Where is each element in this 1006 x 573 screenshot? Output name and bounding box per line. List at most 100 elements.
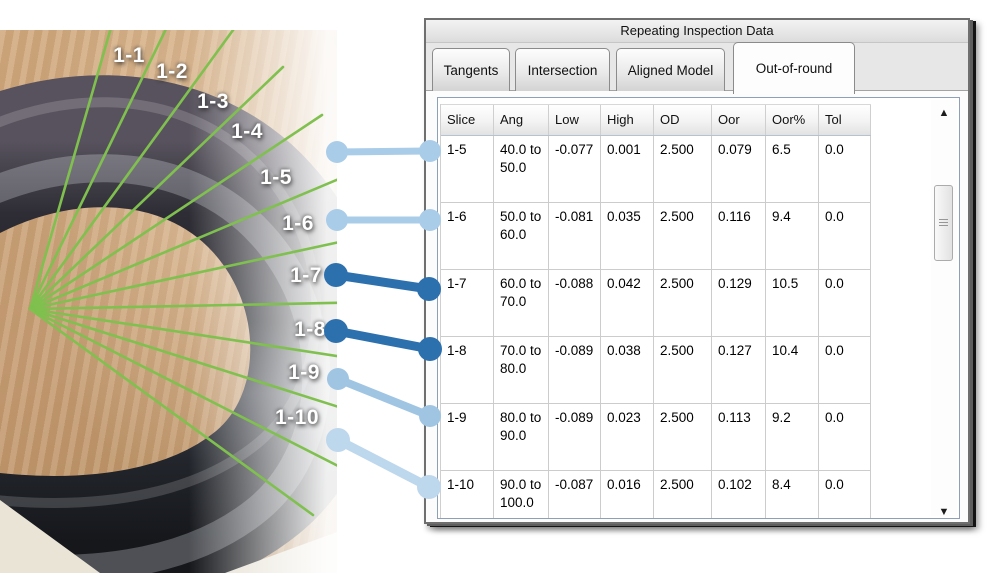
tab-tangents[interactable]: Tangents <box>432 48 510 91</box>
ang-line2: 100.0 <box>500 494 534 510</box>
cell-ang: 50.0 to 60.0 <box>494 203 549 269</box>
tab-aligned-model[interactable]: Aligned Model <box>616 48 725 91</box>
slice-label-1-1: 1-1 <box>113 44 145 67</box>
column-header-tol[interactable]: Tol <box>819 105 871 135</box>
cell-low: -0.089 <box>549 337 601 403</box>
cell-tol: 0.0 <box>819 471 871 518</box>
table-grid: Slice Ang Low High OD Oor Oor% Tol 1-5 4… <box>440 104 871 518</box>
cell-slice: 1-6 <box>441 203 494 269</box>
ang-line1: 60.0 to <box>500 276 542 291</box>
green-slice-lines <box>28 30 337 517</box>
cell-od: 2.500 <box>654 404 712 470</box>
cell-oorpct: 8.4 <box>766 471 819 518</box>
cell-slice: 1-7 <box>441 270 494 336</box>
cell-od: 2.500 <box>654 203 712 269</box>
cell-low: -0.089 <box>549 404 601 470</box>
ang-line2: 50.0 <box>500 159 527 175</box>
slice-label-1-7: 1-7 <box>290 264 322 287</box>
tube-photo: 1-1 1-2 1-3 1-4 1-5 1-6 1-7 1-8 1-9 1-10 <box>0 30 337 573</box>
cell-slice: 1-8 <box>441 337 494 403</box>
cell-oor: 0.116 <box>712 203 766 269</box>
cell-low: -0.088 <box>549 270 601 336</box>
ang-line1: 90.0 to <box>500 477 542 492</box>
panel-title: Repeating Inspection Data <box>426 20 968 43</box>
ang-line1: 70.0 to <box>500 343 542 358</box>
cell-od: 2.500 <box>654 270 712 336</box>
column-header-ang[interactable]: Ang <box>494 105 549 135</box>
cell-oor: 0.102 <box>712 471 766 518</box>
cell-slice: 1-5 <box>441 136 494 202</box>
cell-oor: 0.127 <box>712 337 766 403</box>
cell-tol: 0.0 <box>819 404 871 470</box>
slice-label-1-10: 1-10 <box>274 406 320 429</box>
column-header-low[interactable]: Low <box>549 105 601 135</box>
column-header-high[interactable]: High <box>601 105 654 135</box>
table-row-1-7[interactable]: 1-7 60.0 to 70.0 -0.088 0.042 2.500 0.129… <box>441 270 871 337</box>
connector-line <box>336 375 432 420</box>
table-row-1-8[interactable]: 1-8 70.0 to 80.0 -0.089 0.038 2.500 0.127… <box>441 337 871 404</box>
cell-ang: 80.0 to 90.0 <box>494 404 549 470</box>
slice-label-1-9: 1-9 <box>288 361 320 384</box>
repeating-inspection-data-panel: Repeating Inspection Data Tangents Inter… <box>424 18 970 524</box>
slice-fan-lines <box>28 30 337 517</box>
tab-bar: Tangents Intersection Aligned Model Out-… <box>426 42 968 94</box>
connector-line <box>335 326 431 354</box>
column-header-slice[interactable]: Slice <box>441 105 494 135</box>
cell-slice: 1-9 <box>441 404 494 470</box>
cell-high: 0.016 <box>601 471 654 518</box>
cell-ang: 60.0 to 70.0 <box>494 270 549 336</box>
cell-low: -0.087 <box>549 471 601 518</box>
ang-line1: 80.0 to <box>500 410 542 425</box>
cell-ang: 70.0 to 80.0 <box>494 337 549 403</box>
slice-label-1-5: 1-5 <box>260 166 292 189</box>
table-row-1-6[interactable]: 1-6 50.0 to 60.0 -0.081 0.035 2.500 0.116… <box>441 203 871 270</box>
tab-out-of-round[interactable]: Out-of-round <box>733 42 855 94</box>
connector-line <box>336 147 431 156</box>
table-row-1-10[interactable]: 1-10 90.0 to 100.0 -0.087 0.016 2.500 0.1… <box>441 471 871 518</box>
cell-high: 0.001 <box>601 136 654 202</box>
out-of-round-table: Slice Ang Low High OD Oor Oor% Tol 1-5 4… <box>437 97 960 519</box>
cell-oorpct: 9.2 <box>766 404 819 470</box>
cell-high: 0.035 <box>601 203 654 269</box>
scroll-up-icon[interactable]: ▲ <box>938 107 950 119</box>
ang-line1: 40.0 to <box>500 142 542 157</box>
scroll-down-icon[interactable]: ▼ <box>938 506 950 518</box>
cell-oor: 0.079 <box>712 136 766 202</box>
cell-ang: 40.0 to 50.0 <box>494 136 549 202</box>
tab-content-pane: Slice Ang Low High OD Oor Oor% Tol 1-5 4… <box>426 90 968 522</box>
scrollbar-thumb[interactable] <box>934 185 953 261</box>
cell-high: 0.038 <box>601 337 654 403</box>
ang-line1: 50.0 to <box>500 209 542 224</box>
vertical-scrollbar[interactable]: ▲ ▼ <box>931 100 957 518</box>
cell-high: 0.023 <box>601 404 654 470</box>
cell-oorpct: 9.4 <box>766 203 819 269</box>
slice-label-1-4: 1-4 <box>231 120 263 143</box>
cell-slice: 1-10 <box>441 471 494 518</box>
cell-tol: 0.0 <box>819 136 871 202</box>
cell-oorpct: 10.4 <box>766 337 819 403</box>
slice-label-1-6: 1-6 <box>282 212 314 235</box>
cell-od: 2.500 <box>654 471 712 518</box>
cell-od: 2.500 <box>654 136 712 202</box>
cell-oor: 0.113 <box>712 404 766 470</box>
connector-line <box>335 436 432 491</box>
slice-label-1-8: 1-8 <box>294 318 326 341</box>
cell-oor: 0.129 <box>712 270 766 336</box>
cell-low: -0.077 <box>549 136 601 202</box>
cell-tol: 0.0 <box>819 203 871 269</box>
column-header-od[interactable]: OD <box>654 105 712 135</box>
cell-ang: 90.0 to 100.0 <box>494 471 549 518</box>
cell-high: 0.042 <box>601 270 654 336</box>
column-header-oorpct[interactable]: Oor% <box>766 105 819 135</box>
cell-oorpct: 6.5 <box>766 136 819 202</box>
tab-intersection[interactable]: Intersection <box>515 48 610 91</box>
table-row-1-5[interactable]: 1-5 40.0 to 50.0 -0.077 0.001 2.500 0.079… <box>441 136 871 203</box>
ang-line2: 90.0 <box>500 427 527 443</box>
column-header-oor[interactable]: Oor <box>712 105 766 135</box>
table-row-1-9[interactable]: 1-9 80.0 to 90.0 -0.089 0.023 2.500 0.113… <box>441 404 871 471</box>
thumb-grip-icon <box>939 219 948 227</box>
ang-line2: 70.0 <box>500 293 527 309</box>
cell-tol: 0.0 <box>819 270 871 336</box>
cell-od: 2.500 <box>654 337 712 403</box>
cell-oorpct: 10.5 <box>766 270 819 336</box>
